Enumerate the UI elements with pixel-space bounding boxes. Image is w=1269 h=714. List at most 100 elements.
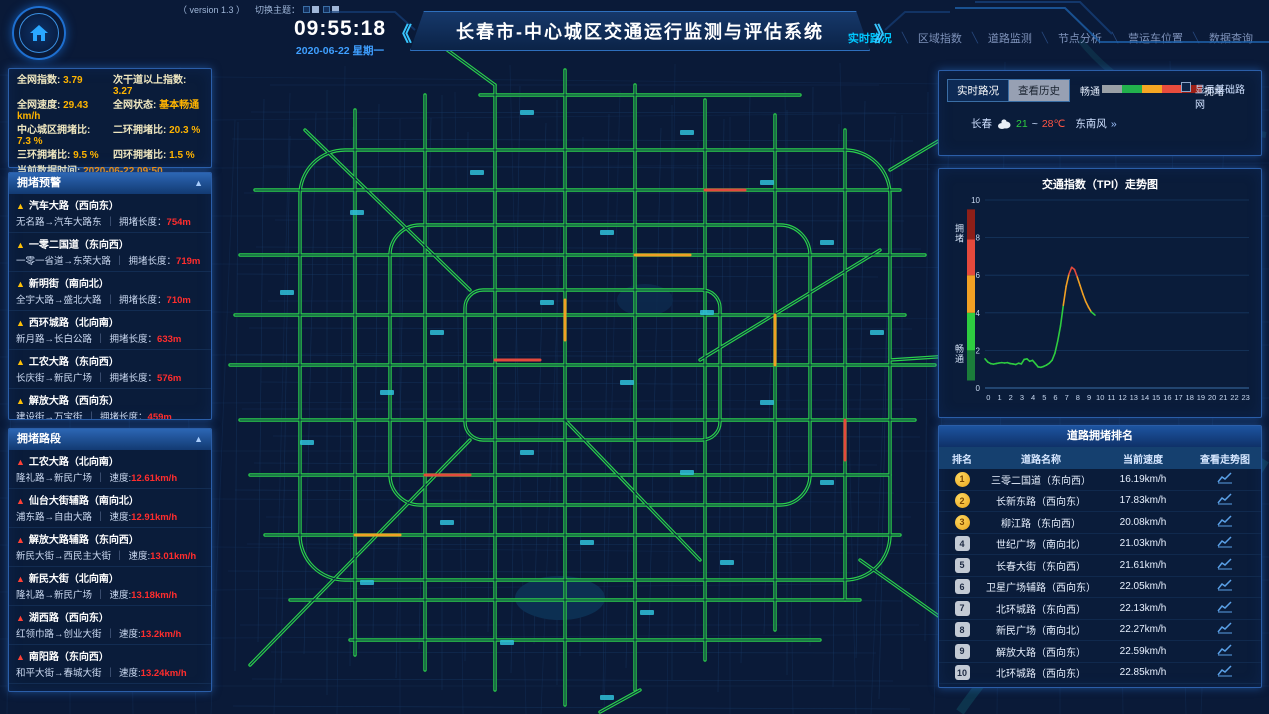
data-time-row: 当前数据时间: 2020-06-22 09:50 xyxy=(17,166,203,177)
road-name-cell: 柳江路（东向西） xyxy=(1001,518,1081,530)
main-nav: 实时路况 ╲ 区域指数 ╲ 道路监测 ╲ 节点分析 ╲ 营运车位置 ╲ 数据查询 xyxy=(844,28,1257,48)
tab-realtime[interactable]: 实时路况 xyxy=(947,79,1009,102)
svg-text:17: 17 xyxy=(1174,393,1182,402)
warning-triangle-icon: ▲ xyxy=(16,652,25,662)
congested-item[interactable]: ▲ 湖西路（西向东） 红领巾路→创业大街｜速度:13.2km/h xyxy=(9,606,211,645)
stat-value: 7.3 % xyxy=(17,136,43,147)
header: （ version 1.3 ） 切换主题： 09:55:18 2020-06-2… xyxy=(0,0,1269,62)
trend-chart-link[interactable] xyxy=(1217,665,1233,680)
warning-name-line: ▲ 解放大路（西向东） xyxy=(16,392,204,407)
show-base-network-checkbox[interactable]: 显示基础路网 xyxy=(1181,81,1253,111)
rank-badge: 1 xyxy=(954,471,970,487)
line-chart-icon xyxy=(1217,493,1232,505)
warning-item[interactable]: ▲ 西环城路（北向南） 新月路→长白公路｜拥堵长度：633m xyxy=(9,311,211,350)
nav-separator: ╲ xyxy=(1111,32,1118,44)
speed-cell: 20.08km/h xyxy=(1119,516,1167,528)
map-congestion-segments xyxy=(353,188,847,537)
congested-metric-value: 13.2km/h xyxy=(140,629,182,640)
warning-triangle-icon: ▲ xyxy=(16,318,25,328)
stat-value: 基本畅通 xyxy=(159,100,200,111)
congested-name-line: ▲ 解放大路辅路（东向西） xyxy=(16,531,204,546)
rank-badge: 10 xyxy=(954,665,970,681)
congested-metric-label: 速度: xyxy=(109,590,132,601)
warning-name-line: ▲ 工农大路（东向西） xyxy=(16,353,204,368)
warning-list: ▲ 汽车大路（西向东） 无名路→汽车大路东｜拥堵长度：754m ▲ 一零二国道（东向西）… xyxy=(9,194,211,419)
rank-badge: 2 xyxy=(954,493,970,509)
trend-chart-link[interactable] xyxy=(1217,601,1233,616)
congested-item[interactable]: ▲ 南阳路（东向西） 和平大街→春城大街｜速度:13.24km/h xyxy=(9,645,211,684)
stat-label: 全网状态: xyxy=(113,100,157,111)
rank-cell: 4 xyxy=(939,536,985,552)
nav-item-2[interactable]: 区域指数 xyxy=(917,33,962,45)
theme-swatch-light[interactable] xyxy=(311,6,319,13)
trend-chart-link[interactable] xyxy=(1217,579,1233,594)
congested-metric-label: 速度: xyxy=(119,629,141,640)
congested-item[interactable]: ▲ 仙台大街辅路（南向北） 浦东路→自由大路｜速度:12.91km/h xyxy=(9,489,211,528)
trend-chart-link[interactable] xyxy=(1217,493,1233,508)
temp-separator: ~ xyxy=(1031,117,1038,130)
warning-metric-value: 719m xyxy=(176,256,201,267)
collapse-icon[interactable]: ▲ xyxy=(194,178,203,188)
svg-text:6: 6 xyxy=(1053,393,1057,402)
rank-cell: 10 xyxy=(939,665,985,681)
app-logo[interactable] xyxy=(12,6,66,60)
rank-badge: 8 xyxy=(954,622,970,638)
rank-badge: 7 xyxy=(954,600,970,616)
trend-chart-link[interactable] xyxy=(1217,536,1233,551)
warning-item[interactable]: ▲ 汽车大路（西向东） 无名路→汽车大路东｜拥堵长度：754m xyxy=(9,194,211,233)
line-chart-icon xyxy=(1217,515,1232,527)
legend-color-block xyxy=(1142,85,1162,93)
trend-cell xyxy=(1189,536,1261,551)
svg-text:8: 8 xyxy=(1076,393,1080,402)
theme-label: 切换主题： xyxy=(255,5,301,15)
theme-swatch-dark[interactable] xyxy=(302,6,310,13)
warning-item[interactable]: ▲ 一零二国道（东向西） 一零一省道→东荣大路｜拥堵长度：719m xyxy=(9,233,211,272)
trend-chart-link[interactable] xyxy=(1217,558,1233,573)
trend-chart-link[interactable] xyxy=(1217,472,1233,487)
congested-item[interactable]: ▲ 工农大路（北向南） 隆礼路→新民广场｜速度:12.61km/h xyxy=(9,450,211,489)
title-right-decor: 》 xyxy=(874,24,894,46)
nav-separator: ╲ xyxy=(1192,32,1199,44)
stat-value: 3.79 xyxy=(63,75,83,86)
svg-text:10: 10 xyxy=(1096,393,1104,402)
table-row: 4 世纪广场（南向北） 21.03km/h xyxy=(939,534,1261,555)
congested-route: 新民大街→西民主大街 xyxy=(16,551,112,562)
nav-item-5[interactable]: 营运车位置 xyxy=(1127,33,1183,45)
warning-triangle-icon: ▲ xyxy=(16,457,25,467)
warning-item[interactable]: ▲ 新明街（南向北） 全宇大路→盛北大路｜拥堵长度：710m xyxy=(9,272,211,311)
speed-cell: 16.19km/h xyxy=(1119,473,1167,485)
theme-swatch-light2[interactable] xyxy=(332,6,340,13)
tab-history[interactable]: 查看历史 xyxy=(1009,79,1070,102)
congested-detail-line: 新民大街→西民主大街｜速度:13.01km/h xyxy=(16,548,204,562)
wind-direction: 东南风 xyxy=(1075,118,1107,130)
nav-item-1[interactable]: 实时路况 xyxy=(847,33,892,45)
checkbox-icon[interactable] xyxy=(1181,82,1191,92)
warning-item[interactable]: ▲ 解放大路（西向东） 建设街→万宝街｜拥堵长度：459m xyxy=(9,389,211,419)
theme-swatch-dark2[interactable] xyxy=(323,6,331,13)
legend-color-block xyxy=(1122,85,1142,93)
collapse-icon[interactable]: ▲ xyxy=(194,434,203,444)
warning-item[interactable]: ▲ 工农大路（东向西） 长庆街→新民广场｜拥堵长度：576m xyxy=(9,350,211,389)
road-name-cell: 长新东路（西向东） xyxy=(996,497,1086,509)
weather-more-link[interactable]: » xyxy=(1110,117,1117,130)
nav-item-4[interactable]: 节点分析 xyxy=(1057,33,1102,45)
theme-switcher[interactable]: 切换主题： xyxy=(255,3,341,16)
warning-road-name: 解放大路（西向东） xyxy=(28,396,119,407)
congested-item[interactable]: ▲ 新民大街（北向南） 隆礼路→新民广场｜速度:13.18km/h xyxy=(9,567,211,606)
line-chart-icon xyxy=(1217,601,1232,613)
road-name-cell: 世纪广场（南向北） xyxy=(996,540,1086,552)
speed-cell: 22.85km/h xyxy=(1119,667,1167,679)
nav-item-6[interactable]: 数据查询 xyxy=(1209,33,1253,45)
legend-left-label: 畅通 xyxy=(1080,87,1100,98)
congested-item[interactable]: ▲ 解放大路辅路（东向西） 新民大街→西民主大街｜速度:13.01km/h xyxy=(9,528,211,567)
svg-text:8: 8 xyxy=(976,234,981,243)
svg-text:10: 10 xyxy=(971,196,980,205)
warning-detail-line: 长庆街→新民广场｜拥堵长度：576m xyxy=(16,370,204,384)
trend-chart-link[interactable] xyxy=(1217,515,1233,530)
trend-chart-link[interactable] xyxy=(1217,622,1233,637)
trend-chart-link[interactable] xyxy=(1217,644,1233,659)
warning-route: 无名路→汽车大路东 xyxy=(16,217,102,228)
road-name-cell: 长春大街（东向西） xyxy=(996,561,1086,573)
nav-item-3[interactable]: 道路监测 xyxy=(987,33,1032,45)
